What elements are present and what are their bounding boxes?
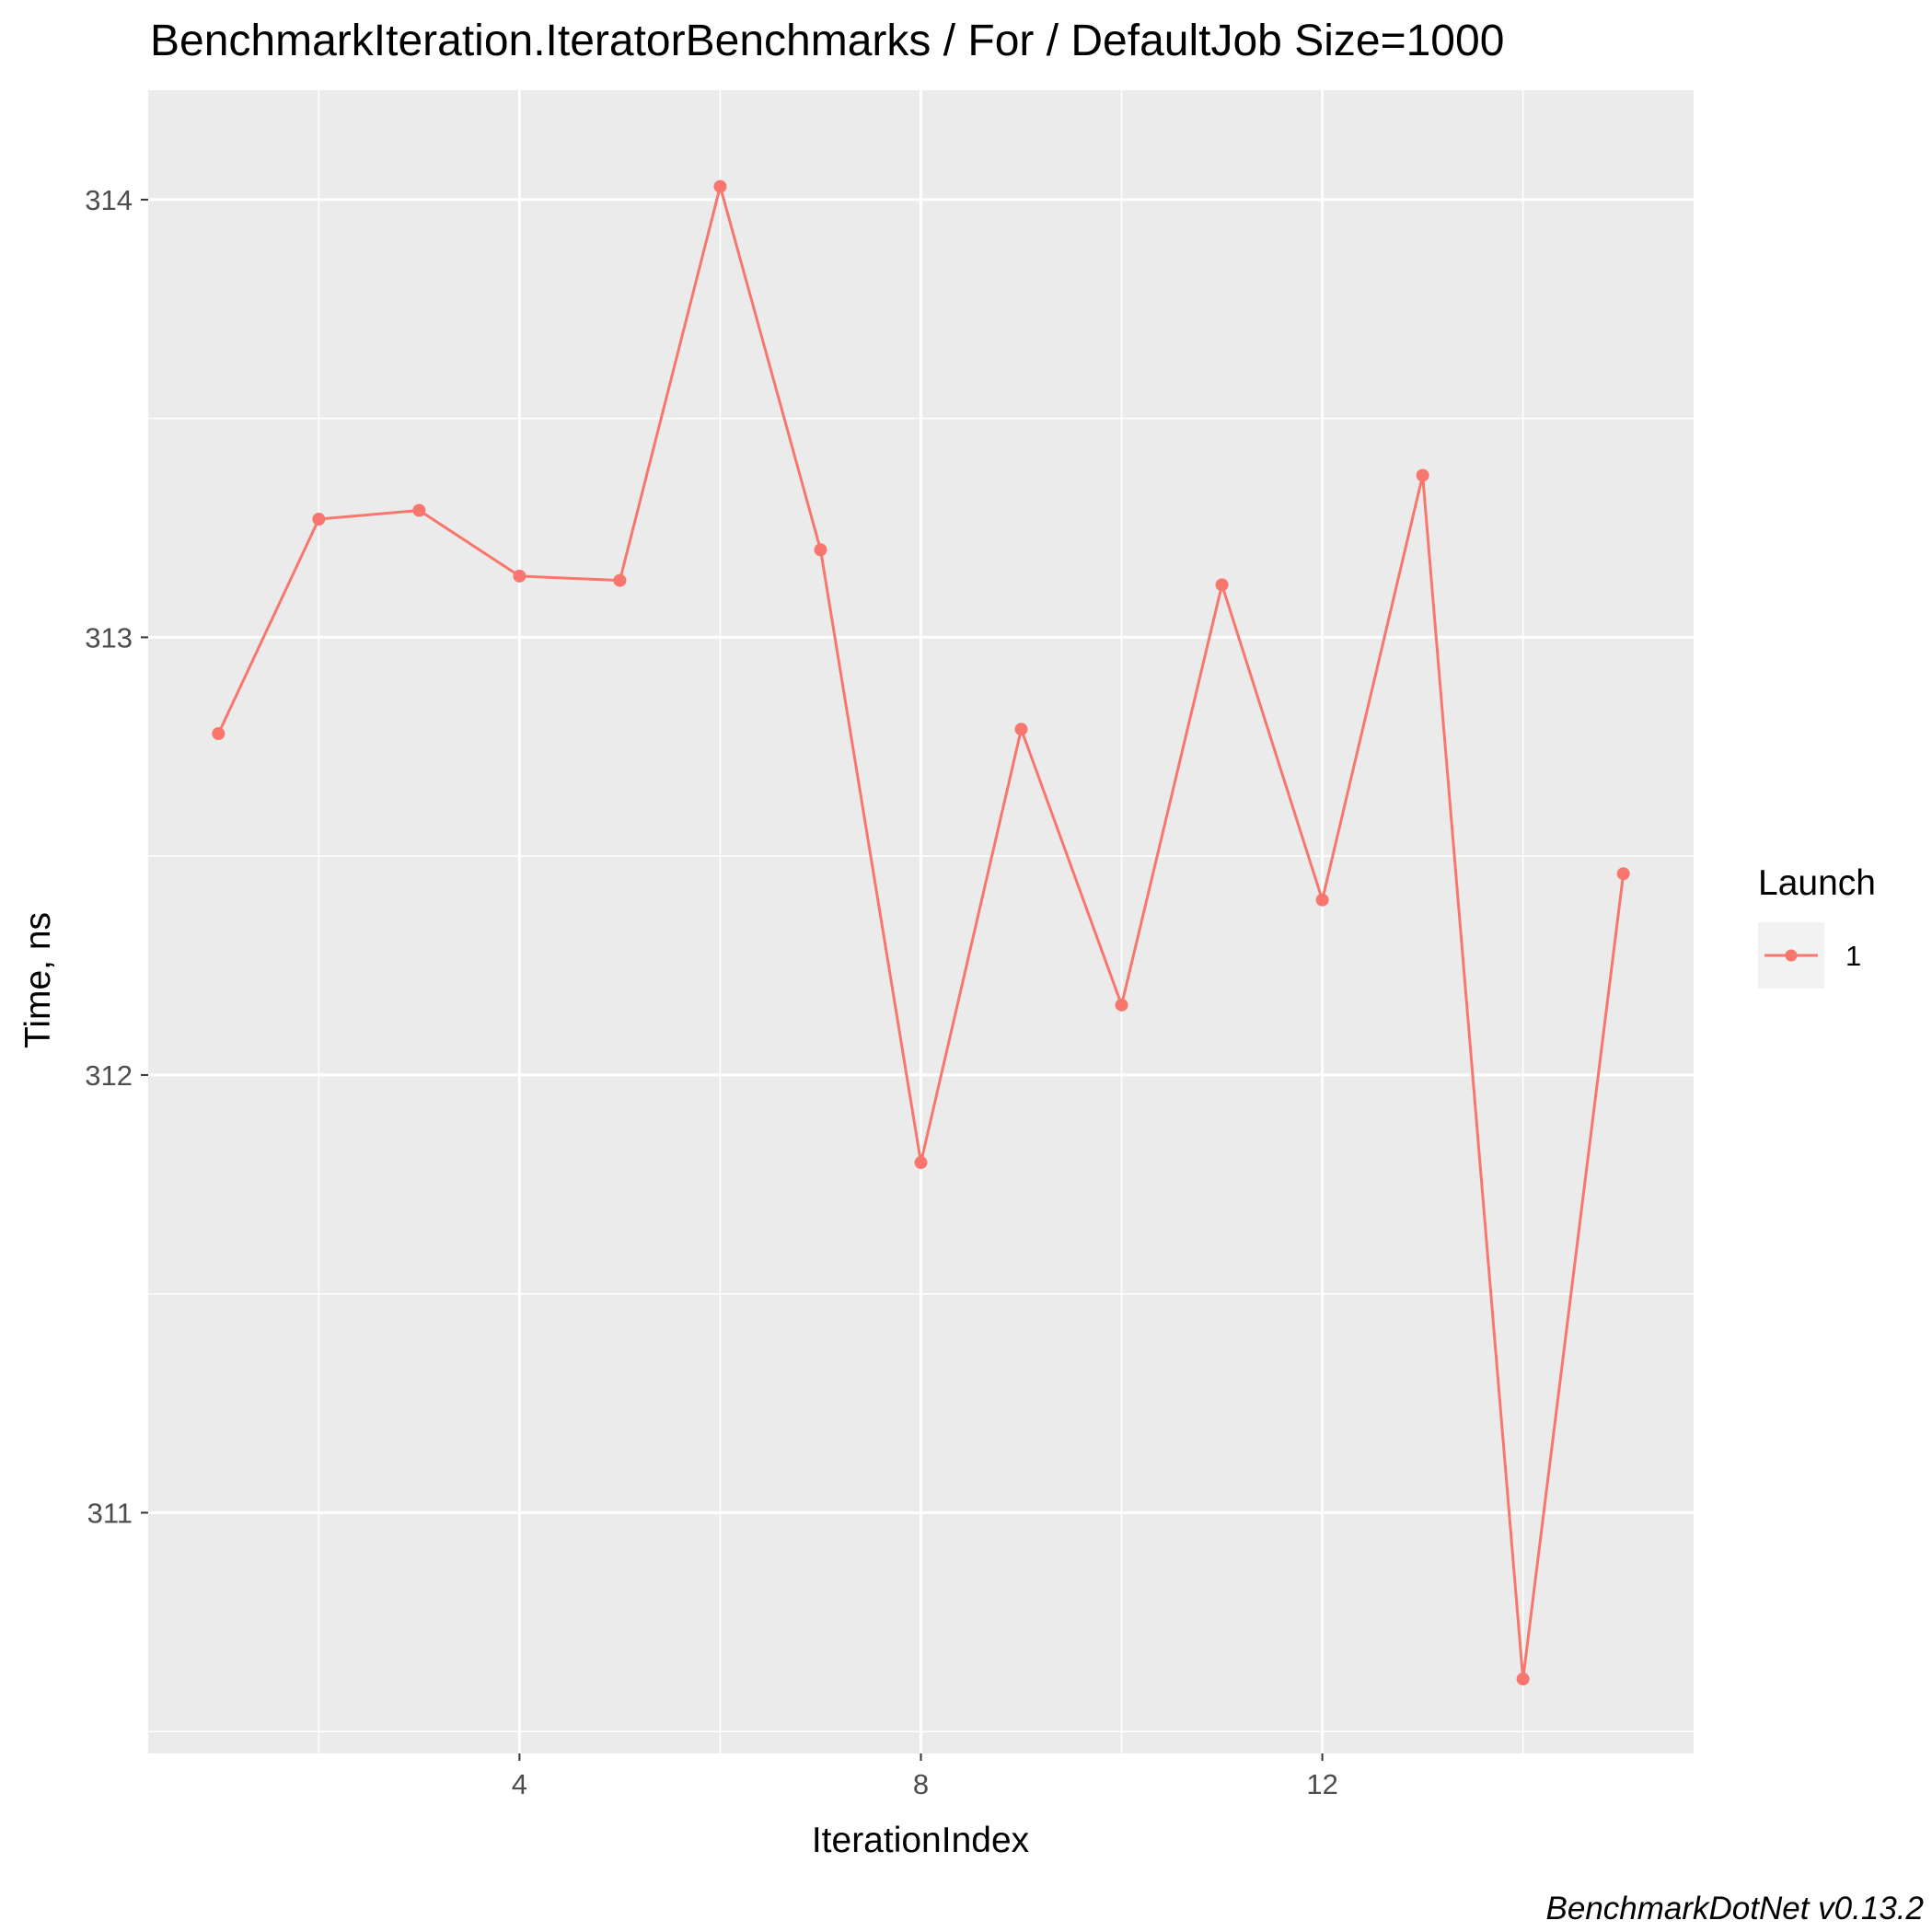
x-tick-label: 8 bbox=[913, 1768, 929, 1800]
data-point bbox=[1014, 723, 1028, 736]
x-tick-label: 4 bbox=[512, 1768, 527, 1800]
legend-label-series-1: 1 bbox=[1845, 940, 1861, 972]
data-point bbox=[1416, 469, 1429, 482]
data-point bbox=[312, 513, 326, 526]
x-tick-label: 12 bbox=[1306, 1768, 1337, 1800]
legend-title: Launch bbox=[1758, 863, 1876, 903]
data-point bbox=[412, 503, 426, 517]
data-point bbox=[1115, 998, 1128, 1012]
major-gridlines bbox=[148, 90, 1694, 1753]
data-point bbox=[513, 569, 526, 583]
y-tick-label: 312 bbox=[85, 1059, 133, 1092]
data-point bbox=[1315, 893, 1329, 907]
y-axis-title: Time, ns bbox=[18, 912, 58, 1048]
y-tick-label: 313 bbox=[85, 621, 133, 654]
data-point bbox=[1215, 578, 1229, 592]
chart-caption: BenchmarkDotNet v0.13.2 bbox=[1546, 1891, 1924, 1926]
y-tick-label: 314 bbox=[85, 184, 133, 216]
x-axis: 4 8 12 bbox=[512, 1753, 1338, 1800]
data-point bbox=[914, 1156, 928, 1170]
data-point bbox=[212, 727, 226, 741]
data-point bbox=[613, 573, 627, 587]
series-points bbox=[212, 179, 1630, 1686]
data-point bbox=[1616, 867, 1630, 881]
data-point bbox=[814, 543, 827, 557]
data-point bbox=[713, 179, 727, 193]
chart-title: BenchmarkIteration.IteratorBenchmarks / … bbox=[150, 17, 1504, 65]
y-axis: 311 312 313 314 bbox=[85, 184, 148, 1529]
data-point bbox=[1516, 1672, 1530, 1686]
legend-key-point bbox=[1785, 949, 1798, 962]
y-tick-label: 311 bbox=[87, 1497, 133, 1529]
x-axis-title: IterationIndex bbox=[812, 1821, 1030, 1860]
legend: Launch 1 bbox=[1758, 863, 1876, 989]
